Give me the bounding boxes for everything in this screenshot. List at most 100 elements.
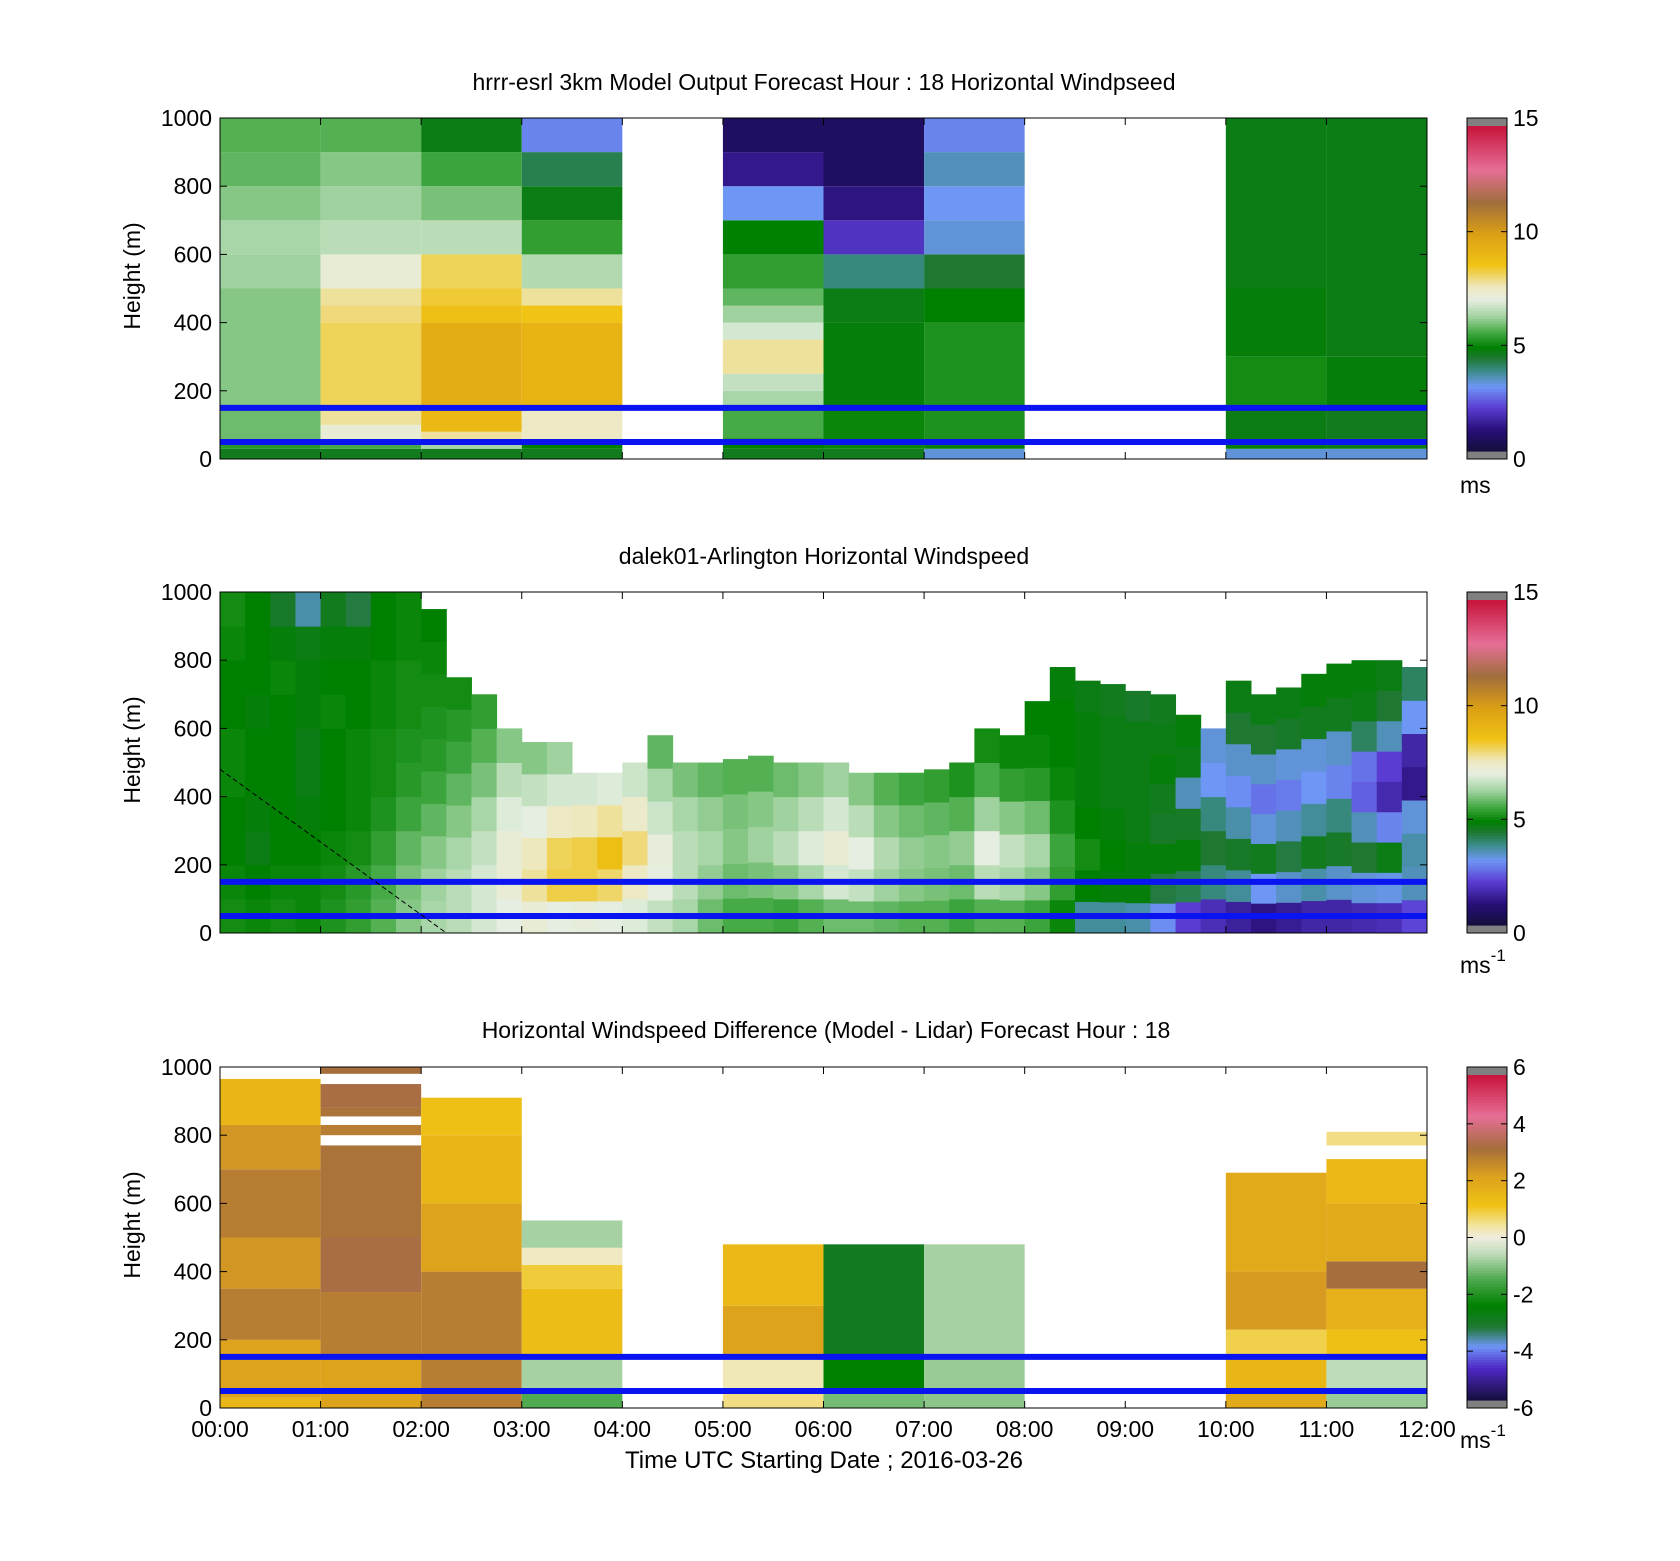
colorbar-segment	[1467, 1218, 1507, 1222]
colorbar-segment	[1467, 1213, 1507, 1217]
colorbar-segment	[1467, 784, 1507, 788]
colorbar-segment	[1467, 632, 1507, 636]
heatmap-cell	[1074, 775, 1101, 808]
heatmap-cell	[521, 254, 623, 289]
colorbar-segment	[1467, 155, 1507, 160]
colorbar-segment	[1467, 166, 1507, 170]
heatmap-cell	[320, 424, 422, 442]
heatmap-cell	[295, 762, 322, 798]
colorbar-segment	[1467, 421, 1507, 425]
colorbar-segment	[1467, 730, 1507, 734]
colorbar-segment	[1467, 383, 1507, 387]
colorbar-segment	[1467, 415, 1507, 420]
colorbar-tick-label: 15	[1513, 105, 1539, 131]
heatmap-cell	[924, 322, 1025, 408]
heatmap-cell	[1049, 667, 1076, 701]
colorbar-segment	[1467, 773, 1507, 777]
heatmap-cell	[320, 322, 422, 408]
reference-lines	[220, 878, 1427, 919]
heatmap-cell	[722, 1244, 824, 1306]
heatmap-cell	[1150, 843, 1177, 874]
heatmap-cell	[949, 796, 975, 832]
colorbar-segment	[1467, 334, 1507, 338]
colorbar-segment	[1467, 274, 1507, 279]
heatmap-cell	[722, 1390, 824, 1408]
colorbar-segment	[1467, 234, 1507, 238]
heatmap-cell	[1175, 745, 1202, 778]
heatmap-cell	[823, 762, 850, 798]
colorbar-segment	[1467, 193, 1507, 198]
colorbar-segment	[1467, 887, 1507, 891]
colorbar-segment	[1467, 1091, 1507, 1095]
colorbar-segment	[1467, 1083, 1507, 1087]
colorbar-segment	[1467, 337, 1507, 341]
colorbar-segment	[1467, 285, 1507, 290]
heatmap-cell	[722, 448, 824, 459]
colorbar-segment	[1467, 1205, 1507, 1209]
heatmap-cell	[1301, 706, 1327, 740]
heatmap-cell	[1326, 1329, 1427, 1357]
heatmap-cell	[924, 834, 950, 869]
heatmap-cell	[1351, 811, 1378, 843]
heatmap-cell	[924, 1356, 1025, 1391]
heatmap-cell	[521, 773, 548, 807]
heatmap-cell	[1225, 806, 1252, 839]
colorbar-segment	[1467, 654, 1507, 658]
heatmap-cell	[1125, 872, 1151, 904]
colorbar-segment	[1467, 1085, 1507, 1090]
colorbar-segment	[1467, 1104, 1507, 1109]
colorbar-tick-label: 10	[1513, 219, 1539, 245]
heatmap-cell	[220, 118, 321, 153]
colorbar-segment	[1467, 711, 1507, 715]
heatmap-cell	[270, 762, 296, 798]
heatmap-cell	[1150, 753, 1177, 785]
colorbar-segment	[1467, 185, 1507, 189]
heatmap-cell	[647, 801, 674, 835]
heatmap-cell	[1225, 356, 1327, 408]
heatmap-cell	[1225, 407, 1327, 442]
colorbar-segment	[1467, 702, 1507, 707]
colorbar-segment	[1467, 1318, 1507, 1323]
heatmap-cell	[974, 796, 1001, 832]
colorbar-segment	[1467, 705, 1507, 709]
heatmap-cell	[421, 1203, 522, 1272]
colorbar-segment	[1467, 1362, 1507, 1366]
colorbar-segment	[1467, 350, 1507, 355]
x-tick-label: 09:00	[1096, 1416, 1154, 1442]
heatmap-cell	[1024, 833, 1051, 868]
colorbar-segment	[1467, 827, 1507, 831]
heatmap-cell	[572, 772, 598, 806]
colorbar-segment	[1467, 1381, 1507, 1385]
colorbar-segment	[1467, 602, 1507, 607]
heatmap-cell	[421, 641, 447, 675]
colorbar-segment	[1467, 1180, 1507, 1184]
heatmap-cell	[521, 1264, 623, 1289]
colorbar-segment	[1467, 158, 1507, 162]
heatmap-cell	[396, 762, 422, 798]
heatmap-cell	[1225, 448, 1327, 459]
heatmap-cells	[220, 592, 1428, 934]
heatmap-cell	[1175, 714, 1202, 747]
colorbar-segment	[1467, 396, 1507, 401]
heatmap-cell	[1100, 777, 1126, 810]
heatmap-cell	[1024, 800, 1051, 835]
heatmap-cell	[1301, 771, 1327, 804]
heatmap-cell	[1074, 743, 1101, 776]
colorbar-segment	[1467, 144, 1507, 149]
heatmap-cell	[270, 660, 296, 695]
colorbar-segment	[1467, 873, 1507, 877]
heatmap-cell	[295, 592, 322, 627]
colorbar-segment	[1467, 805, 1507, 810]
colorbar-segment	[1467, 1329, 1507, 1333]
colorbar-segment	[1467, 1161, 1507, 1165]
colorbar-segment	[1467, 895, 1507, 899]
colorbar-segment	[1467, 1202, 1507, 1206]
heatmap-cell	[220, 694, 246, 729]
heatmap-cell	[245, 796, 271, 832]
colorbar-segment	[1467, 1177, 1507, 1182]
colorbar-segment	[1467, 748, 1507, 753]
heatmap-cell	[1351, 660, 1378, 692]
heatmap-cell	[1074, 712, 1101, 745]
colorbar-segment	[1467, 835, 1507, 839]
heatmap-cell	[320, 1124, 422, 1136]
